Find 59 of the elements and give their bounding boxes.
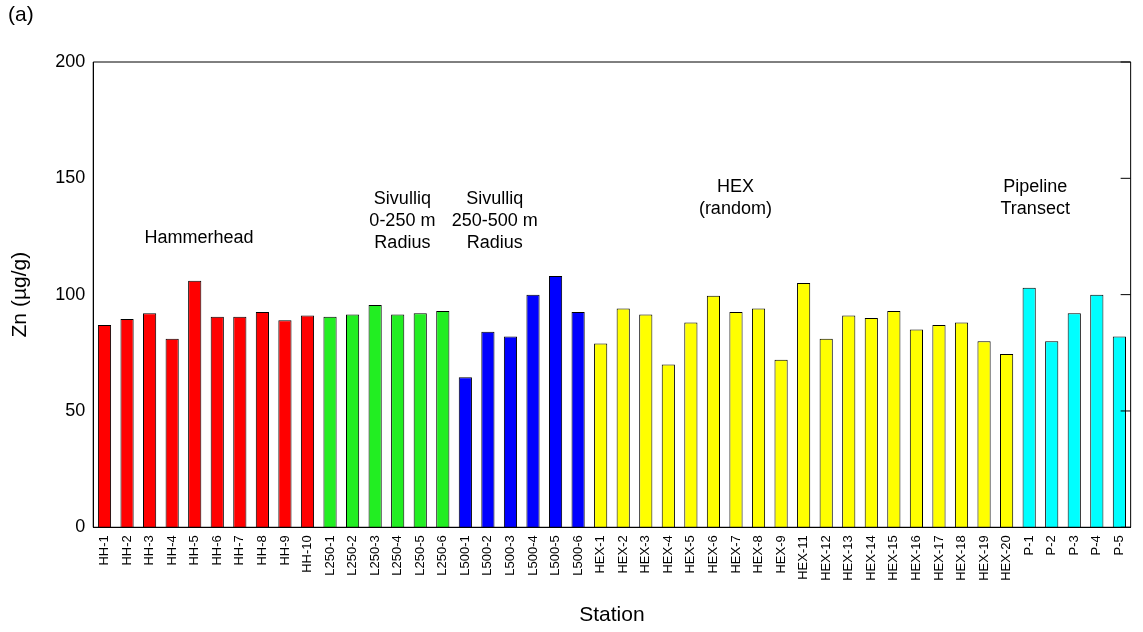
x-tick-label: HEX-17	[930, 535, 946, 581]
x-tick-label: HEX-6	[705, 535, 721, 574]
y-tick-label: 200	[55, 50, 86, 71]
x-tick-label: HEX-3	[637, 535, 653, 574]
x-tick-label: L250-3	[366, 535, 382, 576]
annotation: Pipeline Transect	[1000, 175, 1070, 218]
x-tick-label: P-3	[1065, 535, 1081, 556]
x-tick-label: L500-1	[456, 535, 472, 576]
x-tick-label: HEX-20	[998, 535, 1014, 581]
x-tick-label: HEX-14	[862, 535, 878, 581]
chart-title: (a)	[8, 2, 34, 26]
x-tick-label: L250-5	[411, 535, 427, 576]
x-tick-label: HEX-15	[885, 535, 901, 581]
x-tick-label: HEX-2	[614, 535, 630, 574]
x-tick-label: HEX-13	[840, 535, 856, 581]
x-tick-label: HEX-9	[772, 535, 788, 574]
annotation: Hammerhead	[144, 226, 254, 247]
x-tick-label: HEX-5	[682, 535, 698, 574]
y-axis-title: Zn (µg/g)	[7, 251, 31, 338]
annotation: HEX (random)	[698, 175, 772, 218]
x-tick-label: L500-6	[569, 535, 585, 576]
x-tick-label: L250-1	[321, 535, 337, 576]
x-tick-label: HH-9	[276, 535, 292, 566]
x-tick-label: L500-2	[479, 535, 495, 576]
x-tick-label: L500-3	[502, 535, 518, 576]
x-tick-label: L250-4	[389, 535, 405, 576]
x-tick-label: P-1	[1020, 535, 1036, 556]
x-tick-label: HH-4	[163, 535, 179, 566]
annotation: Sivulliq 0-250 m Radius	[369, 187, 436, 252]
x-tick-label: L500-5	[547, 535, 563, 576]
x-tick-label: HH-10	[299, 535, 315, 573]
y-tick-label: 150	[55, 167, 86, 188]
x-tick-label: P-5	[1110, 535, 1126, 556]
annotation: Sivulliq 250-500 m Radius	[451, 187, 538, 252]
y-tick-label: 0	[75, 516, 86, 537]
x-tick-label: L250-2	[344, 535, 360, 576]
x-tick-label: HEX-18	[953, 535, 969, 581]
x-tick-label: HH-5	[186, 535, 202, 566]
x-tick-label: HEX-12	[817, 535, 833, 581]
x-tick-label: P-4	[1088, 535, 1104, 556]
x-tick-label: HEX-19	[975, 535, 991, 581]
x-axis-title: Station	[579, 602, 645, 626]
y-tick-label: 100	[55, 283, 86, 304]
x-tick-label: HH-6	[208, 535, 224, 566]
x-tick-label: HH-3	[141, 535, 157, 566]
x-tick-label: HH-1	[96, 535, 112, 566]
x-tick-label: HEX-1	[592, 535, 608, 574]
x-tick-label: P-2	[1043, 535, 1059, 556]
x-tick-label: HEX-16	[907, 535, 923, 581]
x-tick-label: HH-2	[118, 535, 134, 566]
x-tick-label: HH-7	[231, 535, 247, 566]
x-tick-label: L500-4	[524, 535, 540, 576]
x-tick-label: HEX-7	[727, 535, 743, 574]
x-tick-label: HEX-4	[659, 535, 675, 574]
y-tick-label: 50	[65, 399, 86, 420]
x-tick-label: HH-8	[253, 535, 269, 566]
x-tick-label: L250-6	[434, 535, 450, 576]
x-tick-label: HEX-8	[750, 535, 766, 574]
x-tick-label: HEX-11	[795, 535, 811, 580]
